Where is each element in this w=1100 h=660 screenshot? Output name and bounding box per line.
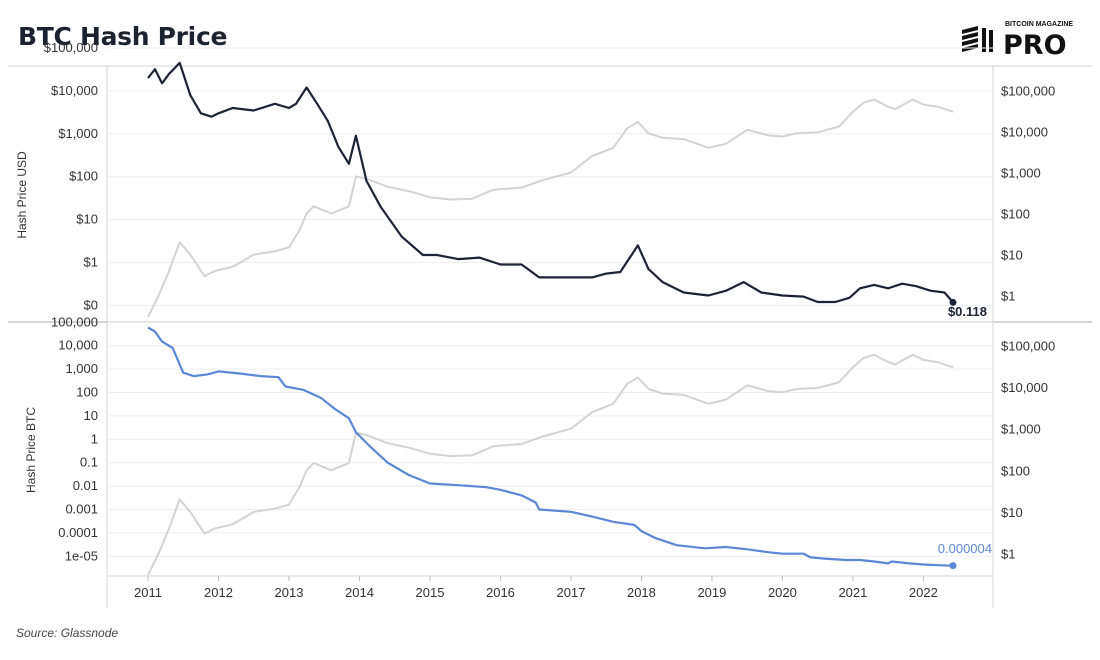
bitcoin-magazine-pro-logo: BITCOIN MAGAZINE PRO	[962, 21, 1073, 58]
y-axis-label: Hash Price USD	[15, 151, 29, 239]
left-tick-label: 0.001	[65, 502, 98, 517]
panel-btc: 100,000 10,000 1,000 100 10 1 0.1 0.01 0.001 0.00…	[24, 314, 1055, 576]
panel-usd: $100,000 $10,000 $1,000 $100 $10 $1 $0 $100,000…	[15, 40, 1055, 319]
right-tick-label: $1,000	[1001, 422, 1041, 437]
left-tick-label: 1	[91, 431, 98, 446]
right-tick-label: $100,000	[1001, 339, 1055, 354]
left-tick-label: $10,000	[51, 83, 98, 98]
x-tick-label: 2020	[768, 585, 797, 600]
x-tick-label: 2015	[416, 585, 445, 600]
left-tick-label: 0.1	[80, 455, 98, 470]
left-tick-label: 0.0001	[58, 525, 98, 540]
x-tick-label: 2011	[134, 585, 162, 600]
btc-price-series	[147, 98, 954, 318]
end-point-marker	[949, 562, 957, 570]
chart-title: BTC Hash Price	[18, 22, 228, 51]
right-tick-label: $10	[1001, 505, 1023, 520]
right-tick-label: $100,000	[1001, 83, 1055, 98]
left-tick-label: $1	[84, 255, 98, 270]
left-tick-label: 100	[76, 385, 98, 400]
x-tick-label: 2019	[697, 585, 726, 600]
left-tick-label: 10,000	[58, 338, 98, 353]
right-tick-label: $1	[1001, 289, 1015, 304]
left-tick-label: 100,000	[51, 314, 98, 329]
right-tick-label: $10,000	[1001, 124, 1048, 139]
left-tick-label: $0	[84, 297, 98, 312]
left-tick-label: $100	[69, 169, 98, 184]
hash-price-usd-series	[147, 61, 954, 304]
left-tick-label: 10	[84, 408, 98, 423]
x-tick-label: 2018	[627, 585, 656, 600]
hash-price-btc-series	[147, 326, 954, 567]
x-tick-label: 2014	[345, 585, 374, 600]
right-tick-label: $1	[1001, 546, 1015, 561]
left-tick-label: $100,000	[44, 40, 98, 55]
x-tick-label: 2012	[204, 585, 233, 600]
logo-top-text: BITCOIN MAGAZINE	[1005, 21, 1073, 28]
btc-price-series	[147, 353, 954, 576]
right-tick-label: $100	[1001, 207, 1030, 222]
right-tick-label: $100	[1001, 463, 1030, 478]
left-tick-label: $10	[76, 212, 98, 227]
logo-main-text: PRO	[1003, 30, 1067, 58]
right-tick-label: $10,000	[1001, 380, 1048, 395]
left-tick-label: 1,000	[65, 361, 98, 376]
right-tick-label: $1,000	[1001, 165, 1041, 180]
end-point-marker	[949, 298, 957, 306]
x-tick-label: 2022	[909, 585, 938, 600]
source-note: Source: Glassnode	[16, 626, 119, 640]
y-axis-label: Hash Price BTC	[24, 407, 38, 493]
x-tick-label: 2013	[275, 585, 304, 600]
x-tick-label: 2017	[556, 585, 585, 600]
x-tick-label: 2016	[486, 585, 515, 600]
left-tick-label: 1e-05	[65, 548, 98, 563]
x-tick-label: 2021	[838, 585, 867, 600]
end-value-label: $0.118	[948, 304, 987, 319]
left-tick-label: 0.01	[73, 478, 98, 493]
right-tick-label: $10	[1001, 248, 1023, 263]
left-tick-label: $1,000	[58, 126, 98, 141]
end-value-label: 0.000004	[938, 541, 992, 556]
